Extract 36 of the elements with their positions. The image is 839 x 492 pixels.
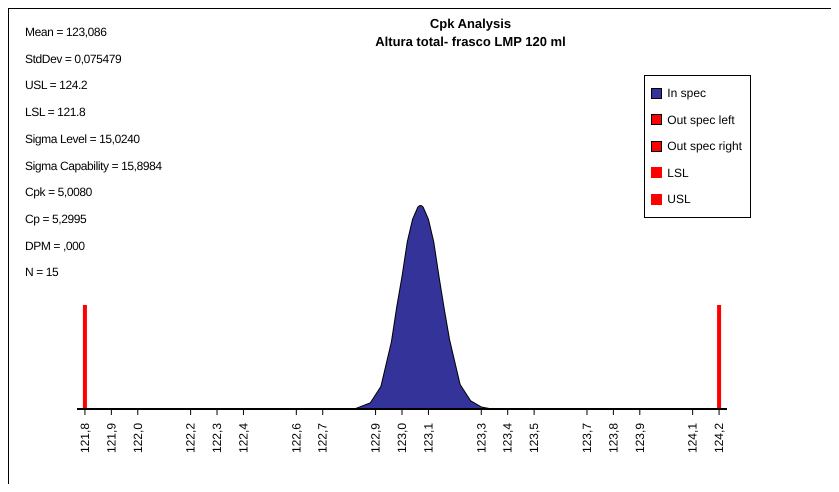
annotation: DPM = ,000 bbox=[25, 238, 86, 255]
x-tick-label: 123,4 bbox=[500, 422, 515, 454]
x-tick-label: 123,9 bbox=[632, 422, 647, 454]
legend-label: Out spec right bbox=[667, 139, 742, 154]
x-tick-label: 124,2 bbox=[712, 422, 726, 454]
x-tick-label: 123,3 bbox=[474, 422, 488, 454]
x-tick-label: 122,7 bbox=[316, 422, 330, 454]
x-tick-label: 124,1 bbox=[686, 422, 700, 454]
text: Sigma Level = 15,0240 bbox=[25, 130, 141, 148]
text: Mean = 123,086 bbox=[25, 24, 108, 41]
x-tick-label: 121,9 bbox=[104, 422, 118, 454]
x-tick-label: 123,8 bbox=[606, 422, 620, 454]
x-tick-label: 123,1 bbox=[421, 422, 436, 454]
legend-label: USL bbox=[667, 192, 691, 206]
text: USL = 124.2 bbox=[25, 77, 88, 94]
text: Cpk = 5,0080 bbox=[25, 184, 93, 202]
x-tick-label: 123,7 bbox=[580, 422, 594, 454]
legend-label: In spec bbox=[667, 86, 706, 100]
text: StdDev = 0,075479 bbox=[25, 50, 122, 68]
x-tick-label: 123,5 bbox=[527, 422, 542, 454]
x-tick-label: 122,0 bbox=[130, 422, 145, 454]
legend-label: Out spec left bbox=[667, 112, 735, 127]
text: LSL = 121.8 bbox=[25, 104, 86, 122]
x-tick-label: 122,3 bbox=[210, 422, 224, 454]
x-tick-label: 122,9 bbox=[368, 422, 383, 454]
text: N = 15 bbox=[25, 264, 60, 282]
x-tick-label: 123,0 bbox=[395, 422, 409, 454]
legend-label: LSL bbox=[667, 166, 689, 180]
x-tick-label: 122,2 bbox=[184, 422, 198, 454]
x-tick-label: 122,6 bbox=[289, 422, 304, 454]
annotation: Cp = 5,2995 bbox=[25, 210, 88, 228]
text: Sigma Capability = 15,8984 bbox=[25, 158, 162, 175]
x-tick-label: 122,4 bbox=[236, 422, 250, 454]
chart-title: Cpk Analysis bbox=[428, 15, 512, 33]
x-tick-label: 121,8 bbox=[78, 422, 92, 454]
chart-subtitle: Altura total- frasco LMP 120 ml bbox=[374, 33, 567, 51]
